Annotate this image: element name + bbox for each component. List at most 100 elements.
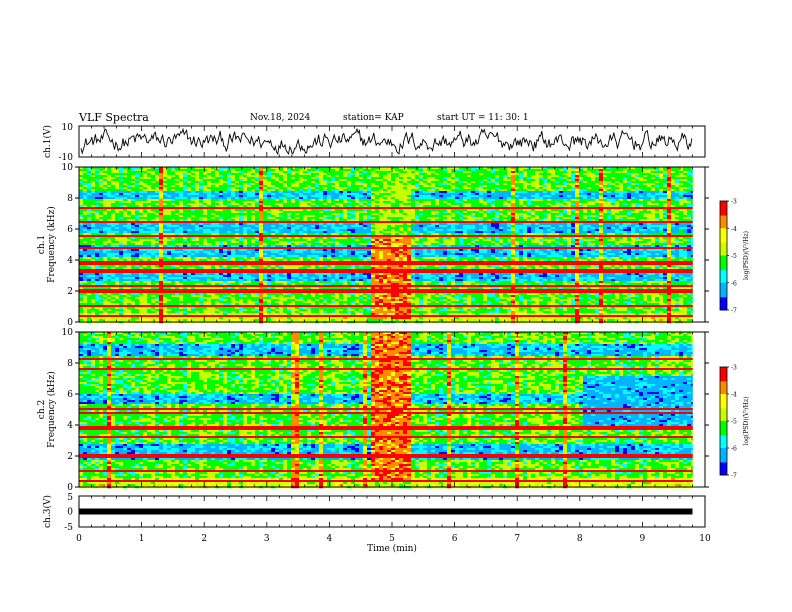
colorbar-segment [720, 385, 727, 388]
colorbar-segment [720, 460, 727, 463]
colorbar-segment [720, 299, 727, 302]
colorbar-segment [720, 266, 727, 269]
colorbar-segment [720, 397, 727, 400]
colorbar-segment [720, 433, 727, 436]
colorbar-tick-label: -5 [731, 419, 737, 426]
colorbar-segment [720, 401, 727, 404]
colorbar-segment [720, 410, 727, 413]
colorbar-segment [720, 231, 727, 235]
colorbar-segment [720, 306, 727, 309]
y-tick-label: 6 [67, 390, 73, 400]
y-tick-label: 4 [67, 256, 73, 266]
colorbar-segment [720, 260, 727, 264]
colorbar-segment [720, 413, 727, 416]
y-tick-label: 6 [67, 225, 73, 235]
colorbar-segment [720, 280, 727, 284]
colorbar-tick-label: -7 [731, 473, 737, 480]
colorbar-segment [720, 372, 727, 375]
colorbar-segment [720, 473, 727, 476]
colorbar-segment [720, 297, 727, 300]
colorbar-tick-label: -6 [731, 446, 737, 453]
colorbar-segment [720, 211, 727, 215]
colorbar-segment [720, 415, 727, 418]
ch2-spectrogram [79, 332, 693, 489]
y-tick-label: 8 [67, 194, 73, 204]
colorbar-segment [720, 220, 727, 224]
colorbar-segment [720, 210, 727, 213]
ch1-ylabel: Frequency (kHz) [46, 206, 57, 283]
colorbar-segment [720, 466, 727, 469]
colorbar-segment [720, 462, 727, 465]
x-tick-label: 3 [264, 534, 270, 544]
colorbar-segment [720, 217, 727, 220]
colorbar-tick-label: -3 [731, 199, 737, 206]
colorbar-segment [720, 295, 727, 298]
colorbar-segment [720, 383, 727, 386]
start-time-label: start UT = 11: 30: 1 [437, 113, 529, 123]
colorbar-segment [720, 442, 727, 445]
colorbar-tick-label: -6 [731, 280, 737, 287]
colorbar-segment [720, 428, 727, 431]
colorbar-segment [720, 242, 727, 245]
station-label: station= KAP [343, 113, 404, 123]
colorbar-segment [720, 286, 727, 289]
y-tick-label: 2 [67, 287, 73, 297]
y-tick-label: 10 [62, 163, 74, 173]
colorbar-segment [720, 395, 727, 398]
colorbar-segment [720, 444, 727, 447]
x-tick-label: 5 [389, 534, 395, 544]
ch2-colorbar-label: log(PSD)(V²/Hz) [743, 397, 750, 446]
colorbar-segment [720, 237, 727, 240]
colorbar-segment [720, 273, 727, 276]
colorbar-segment [720, 431, 727, 434]
x-tick-label: 4 [327, 534, 333, 544]
colorbar-segment [720, 233, 727, 236]
colorbar-segment [720, 426, 727, 429]
colorbar-segment [720, 270, 727, 273]
colorbar-segment [720, 202, 727, 206]
ch2-ylabel: Frequency (kHz) [46, 371, 57, 448]
colorbar-segment [720, 471, 727, 474]
colorbar-tick-label: -3 [731, 365, 737, 372]
colorbar-segment [720, 448, 727, 451]
colorbar-segment [720, 394, 727, 397]
colorbar-segment [720, 439, 727, 442]
colorbar-segment [720, 304, 727, 307]
x-tick-label: 8 [577, 534, 583, 544]
x-tick-label: 9 [640, 534, 646, 544]
colorbar-segment [720, 248, 727, 251]
colorbar-segment [720, 424, 727, 427]
colorbar-segment [720, 224, 727, 227]
colorbar-segment [720, 455, 727, 458]
colorbar-segment [720, 467, 727, 470]
ch1-waveform-ylabel: ch.1(V) [42, 125, 53, 158]
colorbar-segment [720, 219, 727, 222]
colorbar-segment [720, 246, 727, 249]
x-tick-label: 1 [139, 534, 145, 544]
ch1-tick-bottom: -10 [59, 153, 74, 163]
colorbar-segment [720, 235, 727, 238]
chart-title: VLF Spectra [79, 111, 149, 124]
colorbar-segment [720, 300, 727, 304]
colorbar-segment [720, 206, 727, 209]
colorbar-segment [720, 388, 727, 391]
colorbar-tick-label: -4 [731, 392, 737, 399]
y-tick-label: 4 [67, 421, 73, 431]
colorbar-segment [720, 208, 727, 211]
x-tick-label: 6 [452, 534, 458, 544]
colorbar-tick-label: -7 [731, 308, 737, 315]
colorbar-tick-label: -4 [731, 226, 737, 233]
colorbar-segment [720, 230, 727, 233]
y-tick-label: 0 [67, 483, 73, 493]
colorbar-segment [720, 392, 727, 395]
colorbar-segment [720, 262, 727, 265]
colorbar-segment [720, 275, 727, 278]
ch3-tick-bottom: -5 [64, 523, 73, 533]
x-tick-label: 2 [201, 534, 207, 544]
ch1-tick-top: 10 [62, 123, 74, 133]
colorbar-segment [720, 253, 727, 256]
colorbar-segment [720, 215, 727, 218]
y-tick-label: 10 [62, 328, 74, 338]
colorbar-segment [720, 250, 727, 253]
colorbar-segment [720, 469, 727, 472]
